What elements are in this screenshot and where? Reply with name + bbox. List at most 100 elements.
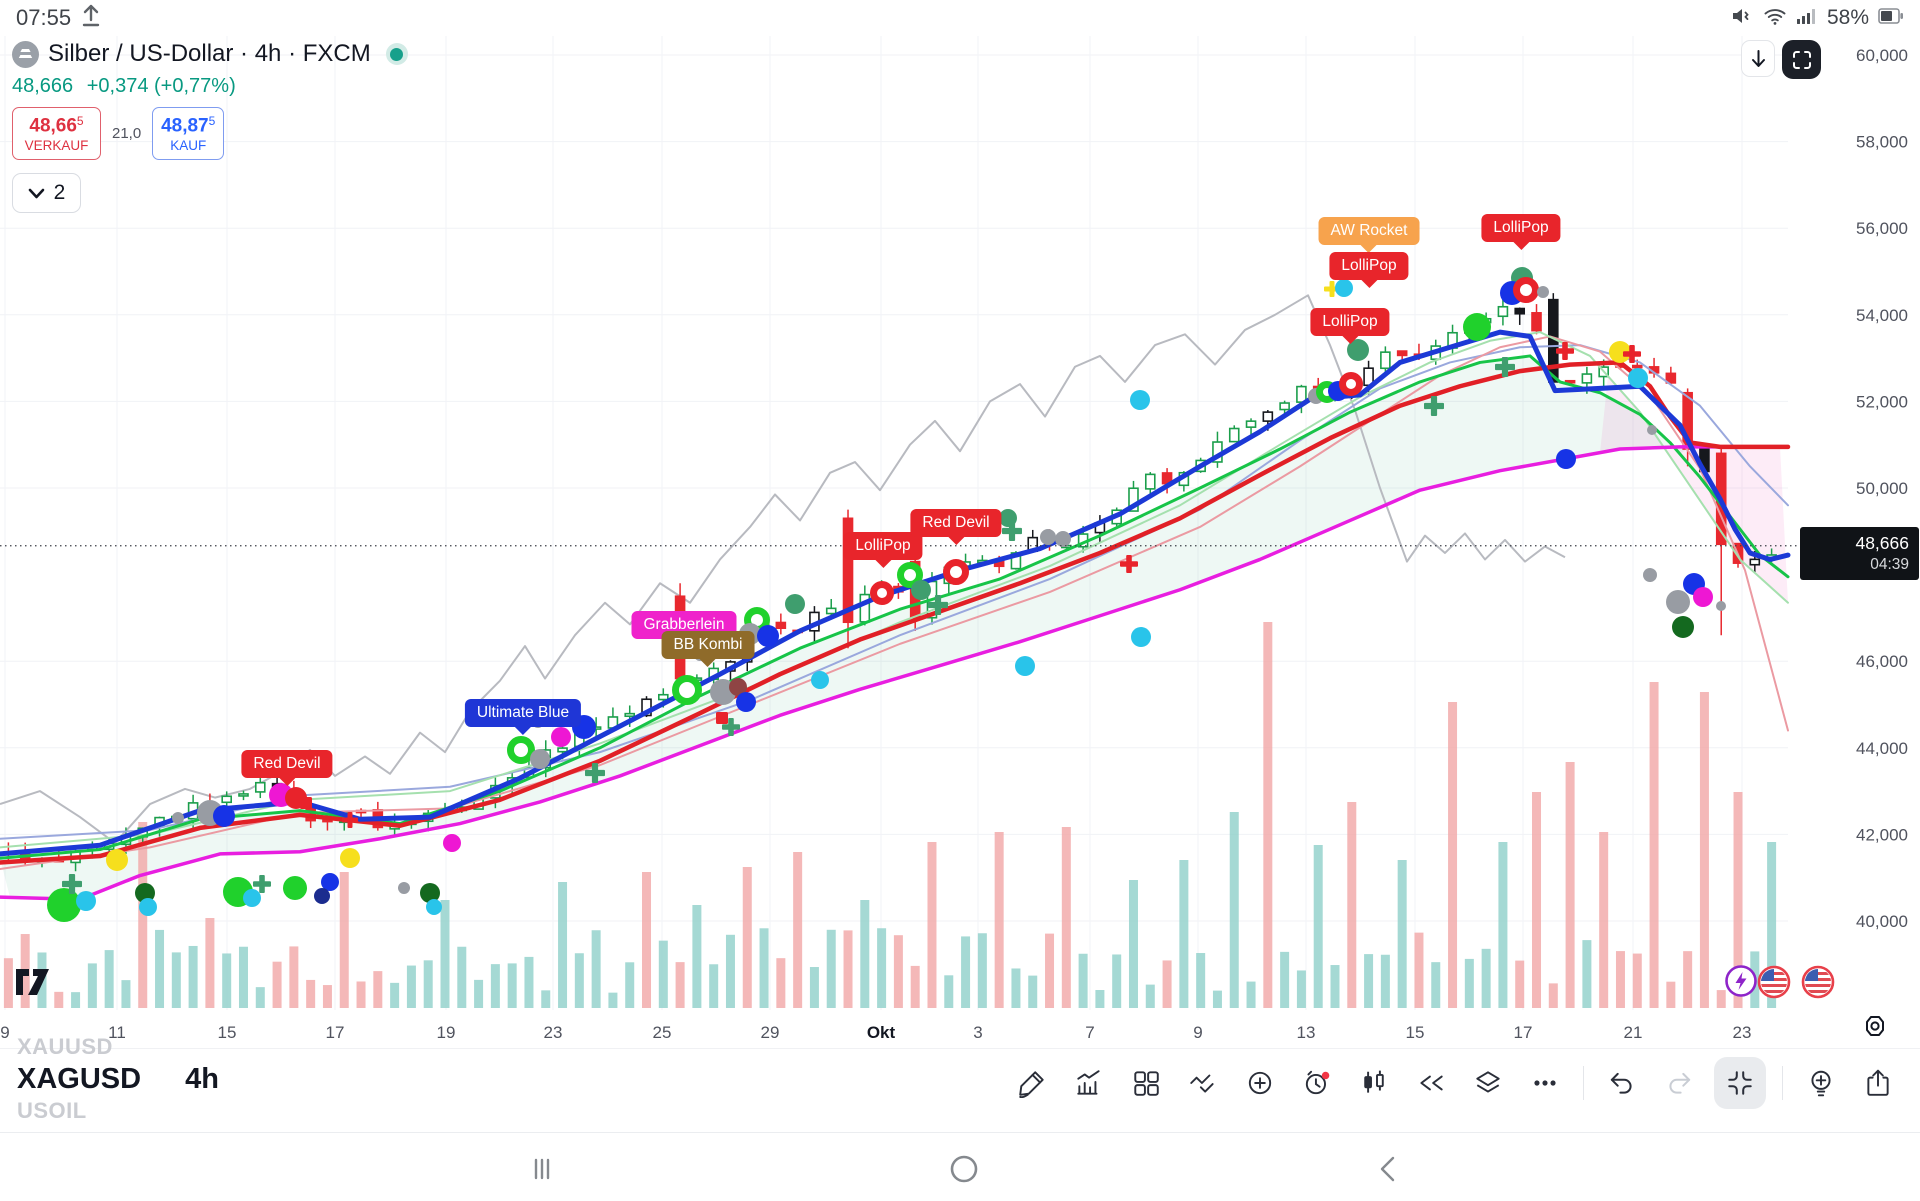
svg-text:15: 15 [1406, 1023, 1425, 1042]
svg-text:58,000: 58,000 [1856, 133, 1908, 152]
symbol-title: Silber / US-Dollar · 4h · FXCM [48, 40, 371, 67]
sell-label: VERKAUF [24, 138, 89, 154]
svg-text:60,000: 60,000 [1856, 46, 1908, 65]
bulb-plus-icon [1811, 1070, 1831, 1097]
svg-text:46,000: 46,000 [1856, 652, 1908, 671]
arrow-down-icon [1751, 50, 1765, 67]
layout-grid-button[interactable] [1124, 1061, 1168, 1105]
svg-text:23: 23 [544, 1023, 563, 1042]
recents-icon [534, 1158, 550, 1180]
back-button[interactable] [1366, 1147, 1410, 1191]
chart-header: Silber / US-Dollar · 4h · FXCM 48,666 +0… [12, 40, 408, 213]
share-button[interactable] [1856, 1061, 1900, 1105]
economic-event-us-flag-icon[interactable] [1800, 964, 1836, 1005]
clock: 07:55 [16, 5, 72, 30]
symbol-wheel: XAUUSD XAGUSD 4h USOIL [17, 1034, 219, 1124]
chart-indicators-icon [1077, 1070, 1100, 1095]
redo-button[interactable] [1657, 1061, 1701, 1105]
fit-chart-button[interactable] [1714, 1057, 1766, 1109]
signal-icon [1796, 5, 1818, 32]
svg-text:15: 15 [218, 1023, 237, 1042]
svg-text:56,000: 56,000 [1856, 219, 1908, 238]
symbol-title-row[interactable]: Silber / US-Dollar · 4h · FXCM [12, 40, 408, 68]
grid-icon [1134, 1071, 1159, 1096]
current-price-tag[interactable]: 48,666 04:39 [1800, 527, 1919, 580]
svg-text:11: 11 [108, 1023, 126, 1042]
object-tree-button[interactable] [1466, 1061, 1510, 1105]
svg-text:25: 25 [653, 1023, 672, 1042]
recents-button[interactable] [520, 1147, 564, 1191]
wifi-icon [1763, 4, 1787, 33]
economic-event-bolt-icon[interactable] [1724, 964, 1758, 1005]
svg-text:23: 23 [1733, 1023, 1752, 1042]
tradingview-logo [14, 966, 60, 1001]
share-icon [1867, 1069, 1889, 1096]
scroll-to-latest-button[interactable] [1741, 40, 1775, 77]
svg-text:13: 13 [1297, 1023, 1316, 1042]
objects-dropdown-button[interactable]: 2 [12, 173, 81, 213]
price-change: +0,374 (+0,77%) [86, 75, 236, 97]
silver-symbol-logo [12, 40, 39, 68]
indicators-button[interactable] [1067, 1061, 1111, 1105]
svg-text:29: 29 [761, 1023, 780, 1042]
add-button[interactable] [1238, 1061, 1282, 1105]
symbol-next[interactable]: USOIL [17, 1098, 87, 1123]
alerts-button[interactable] [1295, 1061, 1339, 1105]
alarm-clock-icon [1305, 1070, 1330, 1095]
more-button[interactable] [1523, 1061, 1567, 1105]
svg-text:52,000: 52,000 [1856, 392, 1908, 411]
market-open-icon[interactable] [385, 43, 408, 65]
rewind-icon [1420, 1075, 1443, 1091]
svg-text:21: 21 [1624, 1023, 1643, 1042]
symbol-prev[interactable]: XAUUSD [17, 1034, 113, 1059]
battery-percent: 58% [1826, 6, 1869, 29]
price-scale-settings-icon[interactable] [1860, 1013, 1890, 1048]
chevron-down-icon [28, 188, 44, 198]
spread-value: 21,0 [112, 125, 142, 142]
interval-button[interactable]: 4h [185, 1063, 219, 1095]
status-bar: 07:55 58% [0, 0, 1920, 34]
undo-button[interactable] [1600, 1061, 1644, 1105]
last-price-row: 48,666 +0,374 (+0,77%) [12, 75, 408, 98]
buy-button[interactable]: 48,875 KAUF [152, 107, 225, 160]
economic-event-us-flag-icon[interactable] [1756, 964, 1792, 1005]
symbol-current-button[interactable]: XAGUSD [17, 1063, 142, 1095]
camera-brackets-icon [1792, 50, 1811, 69]
buy-label: KAUF [170, 138, 207, 154]
svg-text:19: 19 [437, 1023, 456, 1042]
collapse-icon [1728, 1071, 1752, 1095]
bottom-toolbar: XAUUSD XAGUSD 4h USOIL [0, 1034, 1920, 1133]
home-icon [950, 1155, 978, 1183]
drawings-button[interactable] [1010, 1061, 1054, 1105]
svg-text:9: 9 [0, 1023, 9, 1042]
upload-icon [80, 4, 102, 33]
svg-text:7: 7 [1085, 1023, 1094, 1042]
pencil-icon [1019, 1071, 1044, 1098]
plus-circle-icon [1248, 1071, 1272, 1095]
mute-icon [1730, 4, 1754, 33]
chart-type-button[interactable] [1352, 1061, 1396, 1105]
back-chevron-icon [1380, 1156, 1395, 1182]
svg-text:54,000: 54,000 [1856, 306, 1908, 325]
svg-text:Okt: Okt [867, 1023, 896, 1042]
replay-button[interactable] [1409, 1061, 1453, 1105]
svg-text:17: 17 [1514, 1023, 1533, 1042]
svg-text:9: 9 [1193, 1023, 1202, 1042]
ideas-button[interactable] [1799, 1061, 1843, 1105]
redo-icon [1669, 1072, 1691, 1094]
tag-price: 48,666 [1855, 532, 1909, 553]
svg-text:17: 17 [326, 1023, 345, 1042]
more-dots-icon [1534, 1080, 1556, 1086]
zigzag-check-icon [1190, 1074, 1214, 1093]
home-button[interactable] [942, 1147, 986, 1191]
candles-icon [1364, 1070, 1384, 1093]
svg-text:40,000: 40,000 [1856, 912, 1908, 931]
svg-text:3: 3 [973, 1023, 982, 1042]
svg-text:42,000: 42,000 [1856, 825, 1908, 844]
sell-button[interactable]: 48,665 VERKAUF [12, 107, 101, 160]
screenshot-button[interactable] [1782, 40, 1821, 79]
svg-text:50,000: 50,000 [1856, 479, 1908, 498]
strategies-button[interactable] [1181, 1061, 1225, 1105]
android-nav-bar [0, 1132, 1920, 1201]
